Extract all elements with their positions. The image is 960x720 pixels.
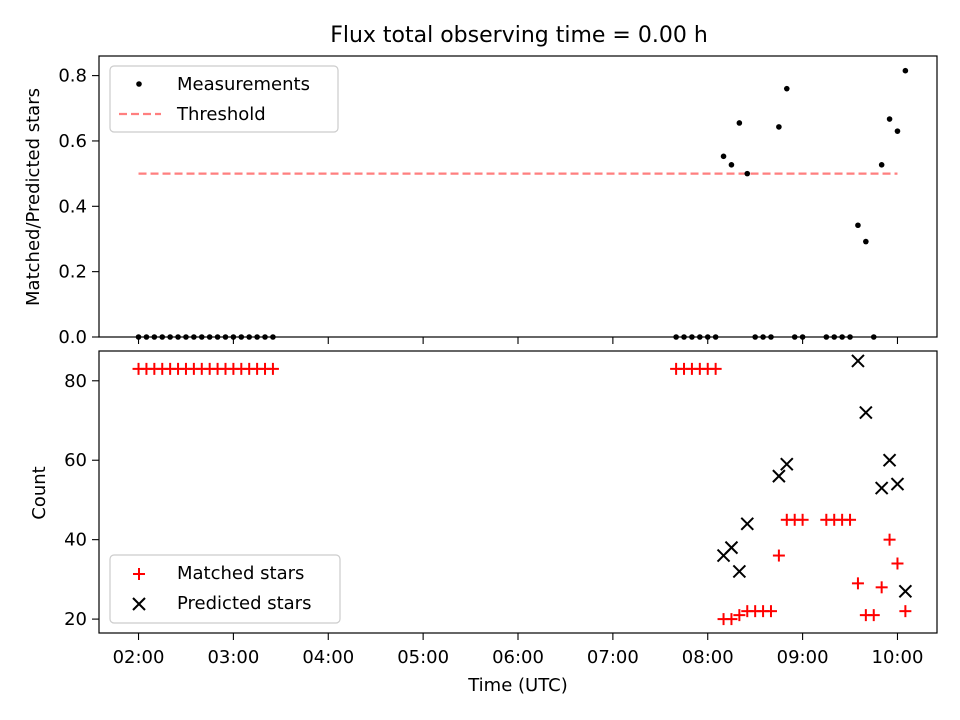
predicted-star-point <box>898 584 913 599</box>
bottom-y-tick-label: 20 <box>64 609 87 630</box>
x-stroke-b <box>724 540 739 555</box>
predicted-star-point <box>724 540 739 555</box>
bottom-y-axis-label: Count <box>29 466 50 519</box>
matched-star-point <box>851 577 864 590</box>
matched-star-point <box>844 513 857 526</box>
x-stroke-b <box>732 564 747 579</box>
x-tick-label: 05:00 <box>397 647 449 668</box>
matched-star-point <box>772 549 785 562</box>
chart-title: Flux total observing time = 0.00 h <box>330 23 708 48</box>
x-stroke-b <box>859 405 873 420</box>
measurement-point <box>894 128 901 134</box>
bottom-legend-box <box>109 554 341 624</box>
top-y-tick-label: 0.6 <box>58 131 87 152</box>
bottom-axis-ticks: 02:00 03:00 04:00 05:00 06:00 07:00 08:00 09:00… <box>64 371 923 668</box>
predicted-star-point <box>772 469 786 483</box>
bottom-plot-data <box>132 354 913 626</box>
x-tick-label: 09:00 <box>777 647 829 668</box>
x-stroke-b <box>882 453 897 467</box>
predicted-star-point <box>780 457 794 471</box>
x-tick-label: 10:00 <box>872 647 924 668</box>
predicted-star-point <box>732 564 747 579</box>
legend-predicted-label: Predicted stars <box>177 593 311 614</box>
top-panel: 0.00.20.40.60.8 Matched/Predicted stars … <box>23 55 938 348</box>
measurement-point <box>776 124 782 130</box>
top-plot-data <box>135 67 909 340</box>
x-stroke-b <box>851 354 865 368</box>
x-stroke-b <box>780 457 794 471</box>
top-axis-ticks: 0.0 0.2 0.4 0.6 0.8 <box>58 66 899 348</box>
measurement-point <box>886 116 893 122</box>
matched-star-point <box>733 609 746 622</box>
legend-matched-marker <box>133 568 145 580</box>
predicted-star-point <box>874 481 889 495</box>
matched-star-point <box>266 362 279 375</box>
top-legend-box <box>109 65 339 133</box>
matched-star-point <box>899 605 912 618</box>
measurement-point <box>855 222 861 229</box>
measurement-point <box>863 238 869 245</box>
measurement-point <box>744 170 751 177</box>
x-stroke-b <box>772 469 786 483</box>
measurement-point <box>736 120 743 126</box>
x-stroke-b <box>740 517 754 531</box>
top-y-tick-label: 0.4 <box>58 196 87 217</box>
top-legend: Measurements Threshold <box>109 65 339 133</box>
x-stroke-b <box>890 477 905 491</box>
legend-measurements-label: Measurements <box>177 74 310 95</box>
x-axis-label: Time (UTC) <box>467 675 568 696</box>
matched-star-point <box>891 557 904 570</box>
predicted-star-point <box>859 405 873 420</box>
top-axes-frame <box>98 55 938 338</box>
legend-threshold-label: Threshold <box>176 104 266 125</box>
bottom-y-tick-label: 40 <box>64 530 87 551</box>
x-tick-label: 07:00 <box>587 647 639 668</box>
legend-matched-label: Matched stars <box>177 563 304 584</box>
legend-predicted-marker <box>132 597 146 611</box>
matched-star-point <box>883 533 896 546</box>
bottom-panel: 02:00 03:00 04:00 05:00 06:00 07:00 08:00 09:00… <box>29 350 938 696</box>
predicted-star-point <box>740 517 754 531</box>
matched-star-point <box>709 362 722 375</box>
matched-star-point <box>725 613 738 626</box>
x-tick-label: 08:00 <box>682 647 734 668</box>
top-y-tick-label: 0.2 <box>58 262 87 283</box>
measurement-point <box>783 85 790 92</box>
predicted-star-point <box>890 477 905 491</box>
bottom-axes-frame <box>98 350 938 634</box>
top-y-tick-label: 0.0 <box>58 327 87 348</box>
x-tick-label: 06:00 <box>492 647 544 668</box>
x-stroke-b <box>898 584 913 599</box>
legend-measurements-marker <box>136 81 142 87</box>
matched-star-point <box>796 513 809 526</box>
bottom-y-tick-label: 80 <box>64 371 87 392</box>
matched-star-point <box>875 581 888 594</box>
x-tick-label: 03:00 <box>207 647 259 668</box>
predicted-star-point <box>882 453 897 467</box>
top-y-axis-label: Matched/Predicted stars <box>23 88 44 306</box>
matched-star-point <box>867 609 880 622</box>
x-tick-label: 04:00 <box>302 647 354 668</box>
matched-star-point <box>764 605 777 618</box>
bottom-legend: Matched stars Predicted stars <box>109 554 341 624</box>
bottom-y-tick-label: 60 <box>64 450 87 471</box>
measurement-point <box>902 67 909 74</box>
x-stroke-b <box>874 481 889 495</box>
measurement-point <box>878 162 885 168</box>
predicted-star-point <box>851 354 865 368</box>
measurement-point <box>728 162 735 168</box>
top-y-tick-label: 0.8 <box>58 66 87 87</box>
measurement-point <box>720 153 727 160</box>
x-tick-label: 02:00 <box>113 647 165 668</box>
